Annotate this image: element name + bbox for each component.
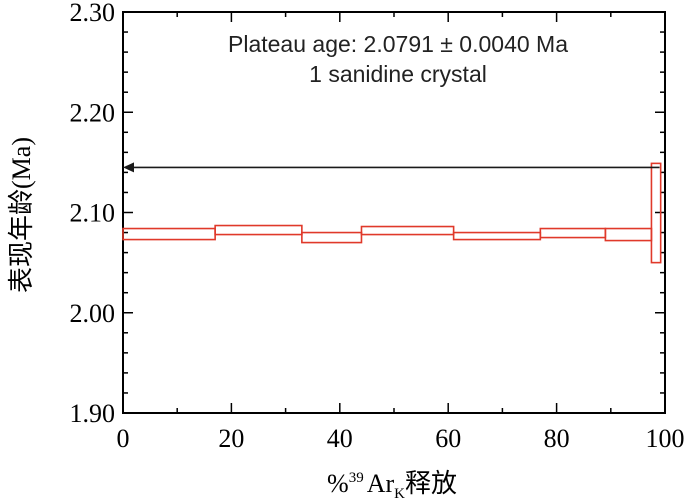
x-tick-label: 40 [327,424,353,453]
annotation-line-1: Plateau age: 2.0791 ± 0.0040 Ma [228,31,568,57]
y-tick-label: 2.00 [70,299,116,328]
step-box [122,227,216,241]
plateau-arrowhead [123,162,134,173]
step-box [452,231,542,241]
y-tick-label: 2.30 [70,0,116,27]
y-tick-label: 1.90 [70,399,116,428]
step-box [650,162,662,264]
step-box [301,231,363,244]
x-tick-label: 100 [646,424,685,453]
x-label-suffix: 释放 [405,469,457,498]
step-box [539,227,607,239]
x-tick-label: 80 [544,424,570,453]
x-tick-label: 60 [435,424,461,453]
x-label-main: Ar [367,469,395,498]
x-label-superscript: 39 [349,470,364,486]
plateau-line [123,162,660,173]
x-label-subscript: K [394,486,405,502]
y-tick-label: 2.20 [70,98,116,127]
annotation-line-2: 1 sanidine crystal [309,61,487,87]
x-axis-label: %39 ArK释放 [327,469,457,502]
step-box [604,227,653,242]
x-tick-label: 0 [117,424,130,453]
step-box [214,224,303,236]
step-boxes [122,162,662,264]
step-box [360,225,455,236]
x-tick-label: 20 [218,424,244,453]
y-axis-label: 表现年龄(Ma) [7,137,36,293]
y-tick-label: 2.10 [70,199,116,228]
x-label-prefix: % [327,469,349,498]
